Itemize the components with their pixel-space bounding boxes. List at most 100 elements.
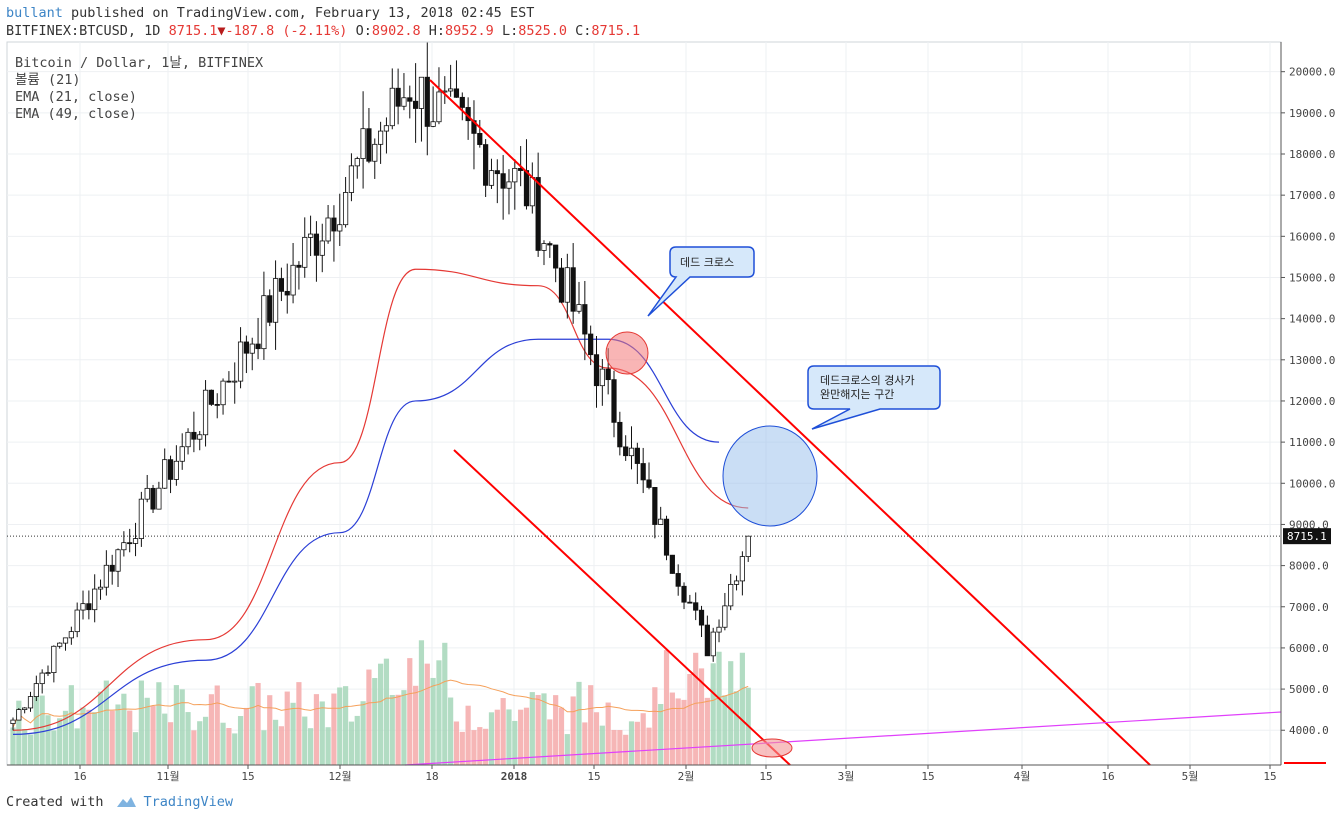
volume-bar xyxy=(739,652,745,765)
low-value: 8525.0 xyxy=(518,23,567,39)
volume-bar xyxy=(80,707,86,765)
volume-bar xyxy=(109,710,115,765)
volume-bar xyxy=(669,692,675,765)
price-tick-label: 6000.0 xyxy=(1289,642,1329,655)
candle-body xyxy=(477,132,483,145)
volume-bar xyxy=(261,730,267,765)
volume-bar xyxy=(518,709,524,765)
candle-body xyxy=(278,278,285,292)
candle-body xyxy=(564,267,570,303)
candle-body xyxy=(424,76,430,127)
volume-bar xyxy=(302,716,308,765)
candle-body xyxy=(208,389,214,405)
volume-bar xyxy=(214,685,220,765)
candle-body xyxy=(623,446,629,457)
volume-bar xyxy=(733,691,740,765)
volume-bar xyxy=(535,694,541,765)
candle-body xyxy=(710,631,716,657)
candle-body xyxy=(191,431,197,440)
time-tick-label: 15 xyxy=(241,770,254,783)
legend-ema49[interactable]: EMA (49, close) xyxy=(15,106,137,122)
volume-bar xyxy=(704,697,710,765)
time-tick-label: 4월 xyxy=(1014,770,1031,783)
slope-ellipse xyxy=(722,425,818,527)
price-change: -187.8 (-2.11%) xyxy=(225,23,348,39)
volume-bar xyxy=(442,642,448,765)
candle-body xyxy=(745,535,751,557)
candle-body xyxy=(185,431,191,448)
volume-bar xyxy=(307,728,314,765)
candle-body xyxy=(693,602,699,611)
legend-ema21[interactable]: EMA (21, close) xyxy=(15,89,137,105)
high-value: 8952.9 xyxy=(445,23,494,39)
open-value: 8902.8 xyxy=(371,23,421,39)
time-tick-label: 2018 xyxy=(501,770,528,783)
volume-bar xyxy=(436,660,442,765)
candle-body xyxy=(16,709,22,721)
candle-body xyxy=(541,243,547,251)
price-tick-label: 16000.0 xyxy=(1289,230,1335,243)
candle-body xyxy=(22,707,28,710)
chart-legend: Bitcoin / Dollar, 1날, BITFINEX 볼륨 (21) E… xyxy=(15,55,263,123)
last-price: 8715.1 xyxy=(168,23,218,39)
volume-bar xyxy=(582,722,588,765)
candle-body xyxy=(389,87,395,127)
volume-bar xyxy=(529,692,535,765)
candle-body xyxy=(500,173,506,189)
candle-body xyxy=(628,447,635,457)
tradingview-link[interactable]: TradingView xyxy=(114,794,233,810)
volume-bar xyxy=(115,704,121,765)
candle-body xyxy=(553,244,559,269)
candle-body xyxy=(302,236,308,268)
chart-grid xyxy=(6,41,1282,766)
candle-body xyxy=(407,97,413,102)
volume-bar xyxy=(51,730,57,765)
candle-body xyxy=(681,585,687,603)
candle-body xyxy=(103,564,109,588)
candle-body xyxy=(582,304,588,335)
volume-bar xyxy=(57,718,63,765)
time-tick-label: 15 xyxy=(759,770,772,783)
volume-bar xyxy=(576,681,582,765)
volume-bar xyxy=(681,699,687,765)
candle-body xyxy=(162,459,168,489)
candle-body xyxy=(33,683,39,697)
volume-bar xyxy=(127,710,133,765)
price-tick-label: 5000.0 xyxy=(1289,683,1329,696)
volume-ma-path xyxy=(12,679,749,728)
volume-bar xyxy=(407,658,413,765)
candle-body xyxy=(669,554,675,574)
volume-bar xyxy=(652,687,658,765)
candle-body xyxy=(658,518,664,525)
candle-body xyxy=(646,479,652,488)
legend-title[interactable]: Bitcoin / Dollar, 1날, BITFINEX xyxy=(15,55,264,71)
author-link[interactable]: bullant xyxy=(6,5,63,21)
candle-body xyxy=(232,380,238,383)
volume-bar xyxy=(74,728,80,765)
candle-body xyxy=(523,170,530,207)
volume-bar xyxy=(331,693,337,765)
volume-bar xyxy=(477,727,483,765)
volume-bar xyxy=(617,730,623,765)
price-tick-label: 12000.0 xyxy=(1289,395,1335,408)
trend-drawings xyxy=(404,79,1326,766)
candle-body xyxy=(296,264,302,268)
volume-bar xyxy=(232,733,238,765)
volume-bar xyxy=(202,716,209,765)
volume-bar xyxy=(366,669,372,765)
candle-body xyxy=(675,573,681,587)
candle-body xyxy=(716,626,722,633)
publish-header: bullant published on TradingView.com, Fe… xyxy=(6,5,534,22)
volume-bar xyxy=(593,712,600,765)
volume-bar xyxy=(395,694,401,765)
channel-upper-line xyxy=(429,79,1151,766)
volume-bar xyxy=(267,695,273,765)
legend-volume[interactable]: 볼륨 (21) xyxy=(15,72,81,88)
candle-body xyxy=(459,96,465,108)
volume-bar xyxy=(249,686,255,765)
volume-bar xyxy=(150,705,156,765)
volume-bar xyxy=(39,695,45,765)
dead-cross-balloon xyxy=(647,246,755,317)
candle-body xyxy=(45,672,51,675)
